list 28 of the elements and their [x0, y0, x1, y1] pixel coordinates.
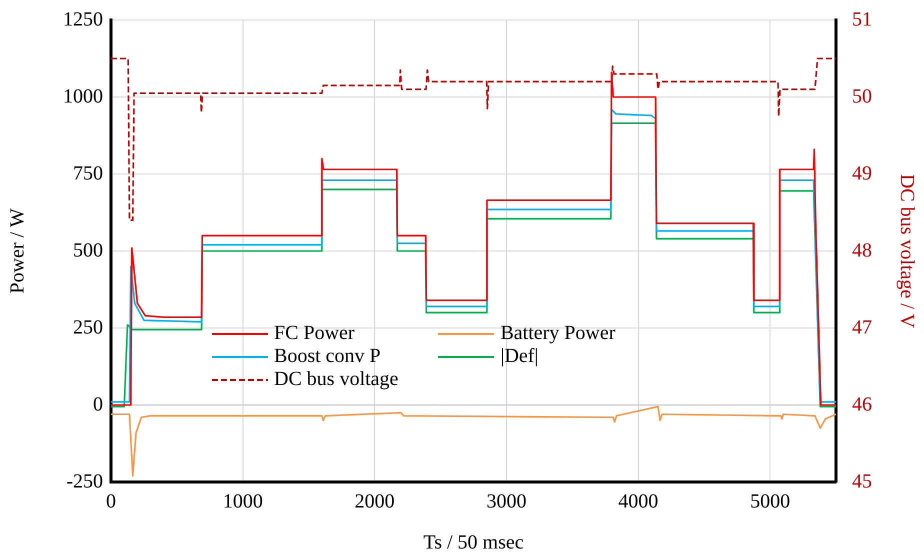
- y-tick-label: 1250: [63, 8, 103, 30]
- y2-tick-label: 49: [852, 162, 872, 184]
- y2-tick-label: 48: [852, 239, 872, 262]
- x-tick-label: 1000: [222, 490, 263, 512]
- legend-label: DC bus voltage: [274, 368, 398, 391]
- legend-label: FC Power: [274, 322, 355, 345]
- x-tick-label: 4000: [618, 490, 658, 512]
- y2-tick-label: 45: [852, 470, 872, 492]
- y-tick-label: 500: [73, 239, 103, 262]
- legend-label: Battery Power: [500, 322, 616, 345]
- y2-tick-label: 51: [852, 8, 872, 30]
- y-tick-label: -250: [66, 470, 103, 492]
- y-axis-title: Power / W: [6, 208, 28, 294]
- y-tick-label: 250: [73, 316, 103, 338]
- y-tick-label: 1000: [63, 85, 103, 108]
- y2-tick-label: 47: [852, 316, 872, 338]
- y2-axis-title: DC bus voltage / V: [896, 174, 918, 329]
- x-tick-label: 3000: [486, 490, 526, 512]
- y2-tick-label: 46: [852, 393, 872, 416]
- legend-label: Boost conv P: [274, 345, 381, 368]
- line-series: [111, 58, 836, 221]
- x-axis-title: Ts / 50 msec: [423, 531, 524, 554]
- x-tick-label: 2000: [354, 490, 395, 512]
- y-tick-label: 0: [93, 393, 103, 416]
- y2-tick-label: 50: [852, 85, 872, 108]
- y-tick-label: 750: [73, 162, 103, 184]
- legend-label: |Def|: [500, 345, 538, 368]
- x-tick-label: 5000: [750, 490, 790, 512]
